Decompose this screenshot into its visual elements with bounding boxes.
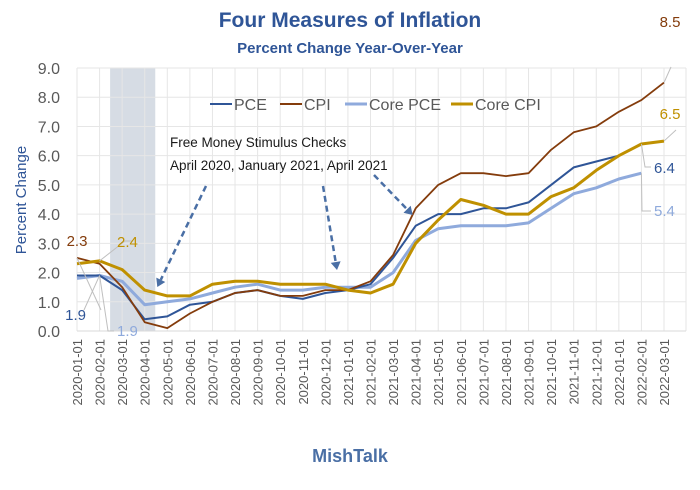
x-tick-label: 2020-04-01 xyxy=(138,339,153,406)
x-tick-label: 2021-04-01 xyxy=(409,339,424,406)
annotation-line-2: April 2020, January 2021, April 2021 xyxy=(170,158,388,173)
legend-label: CPI xyxy=(304,97,331,114)
x-tick-label: 2022-03-01 xyxy=(657,339,672,406)
y-tick-label: 4.0 xyxy=(38,207,60,224)
data-label: 6.5 xyxy=(660,106,681,123)
y-tick-label: 3.0 xyxy=(38,236,60,253)
annotation-arrow-head xyxy=(156,277,166,287)
annotation-arrow-head xyxy=(330,261,341,270)
x-tick-label: 2021-07-01 xyxy=(476,339,491,406)
legend-label: Core PCE xyxy=(369,97,441,114)
chart-subtitle: Percent Change Year-Over-Year xyxy=(237,40,463,57)
x-tick-label: 2020-10-01 xyxy=(273,339,288,406)
x-tick-label: 2020-08-01 xyxy=(228,339,243,406)
series-line-cpi xyxy=(76,81,665,330)
x-tick-label: 2020-01-01 xyxy=(70,339,85,406)
annotation-arrow-head xyxy=(403,205,413,215)
annotation-arrow-shaft xyxy=(159,185,208,281)
chart-title: Four Measures of Inflation xyxy=(219,9,482,32)
data-label-leader xyxy=(99,240,132,262)
x-tick-label: 2020-12-01 xyxy=(318,339,333,406)
y-axis-label: Percent Change xyxy=(13,146,30,254)
x-tick-label: 2021-05-01 xyxy=(431,339,446,406)
x-tick-label: 2020-09-01 xyxy=(251,339,266,406)
data-label: 6.4 xyxy=(654,160,675,177)
x-tick-label: 2021-03-01 xyxy=(386,339,401,406)
data-label-leader xyxy=(640,143,651,168)
x-tick-label: 2021-10-01 xyxy=(544,339,559,406)
x-tick-label: 2020-11-01 xyxy=(296,339,311,405)
annotation-arrow-shaft xyxy=(373,174,408,211)
data-label: 1.9 xyxy=(65,307,86,324)
y-tick-label: 1.0 xyxy=(38,295,60,312)
data-label: 2.3 xyxy=(67,233,88,250)
series-line-core-cpi xyxy=(76,139,665,298)
x-tick-labels: 2020-01-01 2020-02-01 2020-03-01 2020-04-01… xyxy=(70,339,672,406)
y-tick-label: 2.0 xyxy=(38,266,60,283)
y-tick-label: 7.0 xyxy=(38,119,60,136)
x-tick-label: 2022-01-01 xyxy=(612,339,627,406)
x-tick-label: 2021-11-01 xyxy=(567,339,582,405)
series-lines xyxy=(76,81,665,330)
annotation-arrows xyxy=(156,174,413,287)
legend-label: Core CPI xyxy=(475,97,541,114)
data-label: 2.4 xyxy=(117,234,138,251)
y-tick-labels: 0.0 1.0 2.0 3.0 4.0 5.0 6.0 7.0 8.0 9.0 xyxy=(38,61,60,341)
x-tick-label: 2022-02-01 xyxy=(634,339,649,406)
series-line-pce xyxy=(77,143,642,321)
x-tick-label: 2020-02-01 xyxy=(93,339,108,406)
x-tick-label: 2020-03-01 xyxy=(115,339,130,406)
gridlines xyxy=(76,67,687,332)
x-tick-label: 2021-01-01 xyxy=(341,339,356,406)
x-tick-label: 2021-02-01 xyxy=(364,339,379,406)
data-label-leader xyxy=(663,66,672,83)
x-tick-label: 2021-08-01 xyxy=(499,339,514,406)
legend: PCE CPI Core PCE Core CPI xyxy=(210,97,541,114)
data-labels: 2.3 2.4 1.9 1.9 8.5 6.5 6.4 5.4 xyxy=(65,14,680,340)
x-tick-label: 2021-06-01 xyxy=(454,339,469,406)
x-tick-label: 2020-05-01 xyxy=(160,339,175,406)
data-label-leader xyxy=(640,173,651,212)
data-label: 5.4 xyxy=(654,203,675,220)
data-label-leader xyxy=(76,257,102,311)
x-tick-label: 2021-12-01 xyxy=(589,339,604,406)
data-label: 8.5 xyxy=(660,14,681,31)
data-label-leader xyxy=(663,129,677,142)
data-label: 1.9 xyxy=(117,323,138,340)
legend-label: PCE xyxy=(234,97,267,114)
stimulus-annotation: Free Money Stimulus Checks April 2020, J… xyxy=(156,135,413,287)
data-label-leader xyxy=(83,275,101,311)
y-tick-label: 8.0 xyxy=(38,90,60,107)
x-tick-label: 2020-06-01 xyxy=(183,339,198,406)
data-label-leader xyxy=(99,275,114,332)
annotation-line-1: Free Money Stimulus Checks xyxy=(170,135,347,150)
x-tick-label: 2020-07-01 xyxy=(205,339,220,406)
y-tick-label: 0.0 xyxy=(38,324,60,341)
y-tick-label: 6.0 xyxy=(38,149,60,166)
y-tick-label: 5.0 xyxy=(38,178,60,195)
footer-credit: MishTalk xyxy=(312,446,389,466)
label-leader-lines xyxy=(76,66,677,332)
x-tick-label: 2021-09-01 xyxy=(522,339,537,406)
y-tick-label: 9.0 xyxy=(38,61,60,78)
annotation-arrow-shaft xyxy=(321,185,337,263)
